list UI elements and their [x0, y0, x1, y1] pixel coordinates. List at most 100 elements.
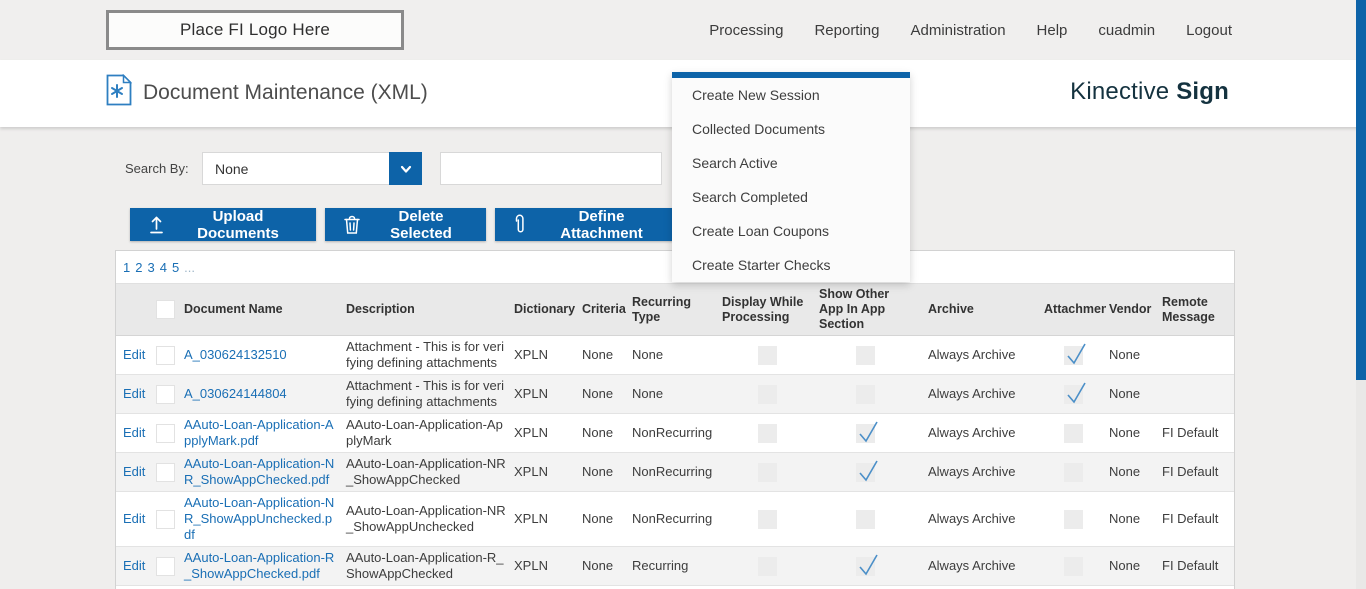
search-input[interactable] [440, 152, 662, 185]
delete-selected-button[interactable]: Delete Selected [325, 208, 486, 242]
attachment-checkbox[interactable] [1063, 462, 1083, 482]
define-attachment-label: Define Attachment [560, 207, 643, 242]
edit-link[interactable]: Edit [123, 347, 146, 362]
display-while-processing-checkbox[interactable] [757, 384, 777, 404]
brand-regular: Kinective [1070, 78, 1170, 105]
attachment-checkbox[interactable] [1063, 382, 1086, 404]
search-by-select[interactable]: None [202, 152, 422, 185]
page-link-1[interactable]: 1 [123, 259, 131, 275]
cell-remote-message: FI Default [1162, 464, 1219, 479]
table-row: Edit AAuto-Loan-Application-NR_ShowAppChe… [116, 453, 1234, 492]
display-while-processing-checkbox[interactable] [757, 556, 777, 576]
document-name-link[interactable]: AAuto-Loan-Application-ApplyMark.pdf [184, 417, 334, 448]
nav-item-cuadmin[interactable]: cuadmin [1098, 21, 1156, 39]
attachment-checkbox[interactable] [1063, 509, 1083, 529]
cell-attachment [1041, 414, 1106, 452]
page-title: Document Maintenance (XML) [143, 80, 428, 104]
nav-item-reporting[interactable]: Reporting [814, 21, 880, 39]
row-select-checkbox[interactable] [156, 384, 175, 404]
cell-show-other-app [816, 414, 916, 452]
show-other-app-checkbox[interactable] [856, 421, 878, 443]
row-select-checkbox[interactable] [156, 556, 175, 576]
header-cell-recurring-type: Recurring Type [632, 294, 692, 324]
row-select-checkbox[interactable] [156, 423, 175, 443]
cell-dictionary: XPLN [514, 386, 548, 401]
header-cell-dictionary: Dictionary [514, 302, 576, 316]
display-while-processing-checkbox[interactable] [757, 345, 777, 365]
row-select-checkbox[interactable] [156, 345, 175, 365]
select-dropdown-button[interactable] [389, 152, 422, 185]
menu-item-collected-documents[interactable]: Collected Documents [692, 121, 826, 137]
nav-item-help[interactable]: Help [1036, 21, 1068, 39]
nav-item-administration[interactable]: Administration [910, 21, 1006, 39]
scrollbar-thumb[interactable] [1356, 0, 1366, 380]
document-name-link[interactable]: AAuto-Loan-Application-R_ShowAppChecked.… [184, 550, 335, 581]
cell-document-name: AAuto-Loan-Application-R_ShowAppChecked.… [181, 547, 343, 585]
edit-link[interactable]: Edit [123, 558, 146, 573]
top-bar: Place FI Logo Here Processing Reporting Ad… [0, 0, 1366, 60]
document-page-icon [106, 73, 133, 111]
cell-archive: Always Archive [928, 386, 1016, 401]
edit-link[interactable]: Edit [123, 511, 146, 526]
nav-item-logout[interactable]: Logout [1186, 21, 1232, 39]
cell-show-other-app [816, 492, 916, 546]
document-name-link[interactable]: A_030624144804 [184, 386, 287, 401]
cell-description: Attachment - This is for verifying defin… [346, 339, 504, 370]
show-other-app-checkbox[interactable] [856, 554, 878, 576]
cell-select [151, 336, 181, 374]
menu-item-search-active[interactable]: Search Active [692, 155, 778, 171]
page-link-5[interactable]: 5 [171, 259, 180, 275]
upload-icon [150, 216, 163, 234]
scrollbar-track[interactable] [1356, 0, 1366, 589]
brand-logo: Kinective Sign [1070, 78, 1229, 106]
display-while-processing-checkbox[interactable] [757, 509, 777, 529]
cell-recurring-type: NonRecurring [632, 425, 713, 440]
edit-link[interactable]: Edit [123, 386, 146, 401]
display-while-processing-checkbox[interactable] [757, 423, 777, 443]
row-select-checkbox[interactable] [156, 509, 175, 529]
display-while-processing-checkbox[interactable] [757, 462, 777, 482]
document-name-link[interactable]: AAuto-Loan-Application-NR_ShowAppUncheck… [184, 495, 335, 542]
cell-vendor: None [1109, 558, 1141, 573]
menu-item-create-starter-checks[interactable]: Create Starter Checks [692, 257, 831, 273]
attachment-checkbox[interactable] [1063, 343, 1086, 365]
attachment-checkbox[interactable] [1063, 556, 1083, 576]
edit-link[interactable]: Edit [123, 464, 146, 479]
attachment-checkbox[interactable] [1063, 423, 1083, 443]
show-other-app-checkbox[interactable] [856, 509, 875, 529]
menu-item-create-loan-coupons[interactable]: Create Loan Coupons [692, 223, 829, 239]
header-cell-vendor: Vendor [1109, 302, 1152, 316]
header-cell-select [151, 284, 181, 335]
row-select-checkbox[interactable] [156, 462, 175, 482]
document-name-link[interactable]: A_030624132510 [184, 347, 287, 362]
cell-attachment [1041, 336, 1106, 374]
show-other-app-checkbox[interactable] [856, 345, 875, 365]
menu-item-search-completed[interactable]: Search Completed [692, 189, 808, 205]
cell-criteria: None [582, 386, 614, 401]
header-cell-display-while-processing: Display While Processing [722, 294, 804, 324]
pagination: 1 2 3 4 5... [116, 251, 1234, 284]
page-ellipsis: ... [184, 259, 196, 275]
cell-vendor: None [1109, 386, 1141, 401]
show-other-app-checkbox[interactable] [856, 384, 875, 404]
cell-attachment [1041, 547, 1106, 585]
upload-documents-button[interactable]: Upload Documents [130, 207, 316, 242]
define-attachment-button[interactable]: Define Attachment [495, 207, 681, 242]
cell-dictionary: XPLN [514, 347, 548, 362]
document-name-link[interactable]: AAuto-Loan-Application-NR_ShowAppChecked… [184, 456, 335, 487]
menu-item-create-new-session[interactable]: Create New Session [692, 87, 820, 103]
edit-link[interactable]: Edit [123, 425, 146, 440]
page-link-2[interactable]: 2 [135, 259, 143, 275]
show-other-app-checkbox[interactable] [856, 460, 878, 482]
cell-archive: Always Archive [928, 511, 1016, 526]
cell-dictionary: XPLN [514, 558, 548, 573]
header-cell-archive: Archive [928, 302, 974, 316]
nav-item-processing[interactable]: Processing [709, 21, 784, 39]
upload-documents-label: Upload Documents [197, 207, 279, 242]
page-link-4[interactable]: 4 [159, 259, 167, 275]
select-all-checkbox[interactable] [156, 300, 175, 319]
cell-dictionary: XPLN [514, 464, 548, 479]
header-cell-description: Description [346, 302, 415, 316]
page-link-3[interactable]: 3 [147, 259, 155, 275]
check-icon [1066, 382, 1086, 403]
